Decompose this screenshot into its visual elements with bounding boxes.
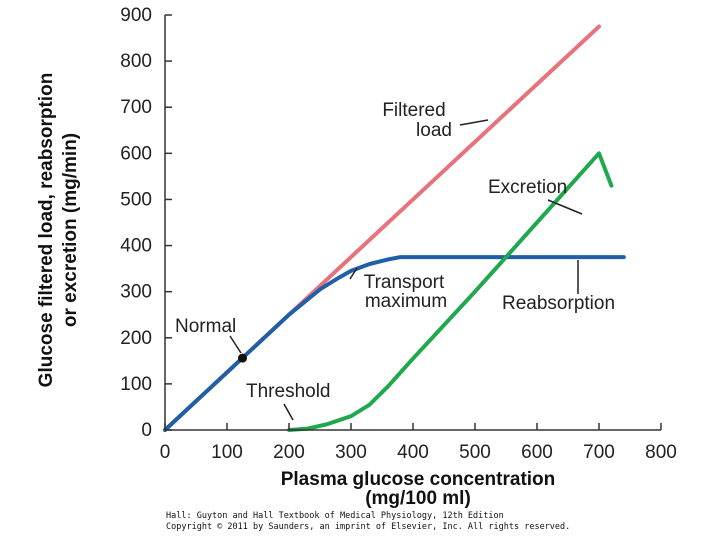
annotation-transport-line1: Transport [364, 272, 445, 293]
y-tick-label: 100 [120, 374, 152, 395]
y-tick-label: 0 [141, 420, 152, 441]
x-tick-label: 500 [459, 442, 491, 463]
x-axis-title-line2: (mg/100 ml) [365, 488, 471, 509]
y-tick-label: 900 [120, 5, 152, 26]
x-tick-label: 800 [645, 442, 677, 463]
annotation-excretion: Excretion [488, 177, 567, 198]
series-line-reabsorption [163, 255, 626, 432]
annotation-transport-line2: maximum [365, 291, 447, 312]
y-axis-title-line2: or excretion (mg/min) [60, 133, 81, 327]
x-tick-label: 0 [160, 442, 171, 463]
plot-marks [163, 24, 626, 432]
annotation-reabsorption: Reabsorption [502, 293, 615, 314]
x-ticks: 0 100 200 300 400 500 600 700 800 [160, 423, 677, 463]
x-tick-label: 200 [273, 442, 305, 463]
x-tick-label: 700 [583, 442, 615, 463]
annotation-normal-pointer [229, 335, 242, 354]
credit-line1: Hall: Guyton and Hall Textbook of Medica… [166, 511, 504, 521]
x-axis-title-line1: Plasma glucose concentration [281, 469, 556, 490]
annotation-transport-pointer [349, 267, 358, 280]
x-tick-label: 600 [521, 442, 553, 463]
annotation-excretion-pointer [547, 199, 583, 215]
y-tick-label: 200 [120, 328, 152, 349]
y-axis-title-line1: Glucose filtered load, reabsorption [36, 73, 57, 388]
annotation-filtered-pointer [459, 119, 489, 126]
y-tick-label: 400 [120, 236, 152, 257]
y-axis-title-group: Glucose filtered load, reabsorption or e… [36, 73, 81, 388]
y-tick-label: 800 [120, 51, 152, 72]
annotation-normal: Normal [175, 316, 236, 337]
y-tick-label: 500 [120, 189, 152, 210]
y-ticks: 0 100 200 300 400 500 600 700 800 900 [120, 5, 172, 441]
y-tick-label: 700 [120, 97, 152, 118]
series-line-excretion [287, 151, 614, 432]
annotation-filtered-line2: load [416, 120, 452, 141]
annotation-threshold: Threshold [246, 381, 331, 402]
x-tick-label: 300 [335, 442, 367, 463]
annotation-filtered-line1: Filtered [382, 100, 445, 121]
normal-point-marker [238, 353, 247, 363]
credit-line2: Copyright © 2011 by Saunders, an imprint… [166, 522, 571, 532]
x-tick-label: 100 [211, 442, 243, 463]
x-tick-label: 400 [397, 442, 429, 463]
y-tick-label: 600 [120, 143, 152, 164]
annotation-threshold-pointer [283, 403, 294, 421]
y-tick-label: 300 [120, 282, 152, 303]
